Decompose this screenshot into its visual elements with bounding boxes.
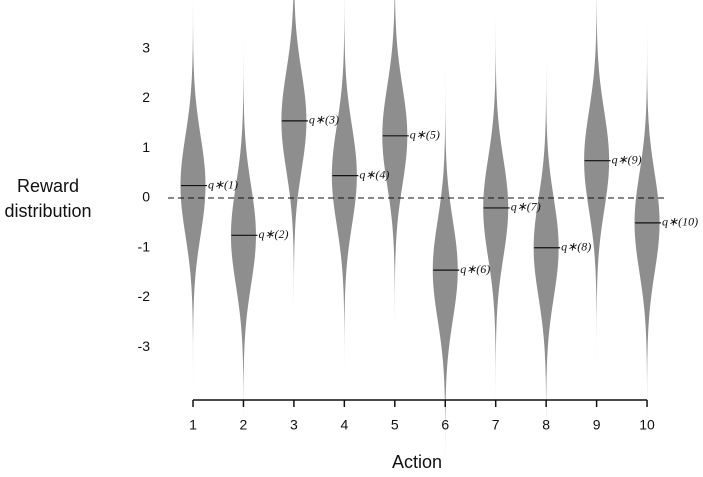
violin: [382, 0, 408, 335]
violin: [331, 0, 357, 375]
y-tick-label: 2: [142, 89, 150, 105]
mean-label: q∗(8): [561, 240, 591, 254]
mean-label: q∗(9): [612, 152, 642, 166]
y-axis-label: Reward distribution: [4, 176, 92, 221]
y-tick-label: 1: [142, 139, 150, 155]
mean-label: q∗(5): [410, 128, 440, 142]
x-tick-label: 1: [189, 417, 197, 433]
x-tick-label: 5: [391, 417, 399, 433]
y-tick-label: -1: [138, 238, 151, 254]
x-tick-label: 8: [542, 417, 550, 433]
mean-label: q∗(7): [511, 200, 541, 214]
x-tick-label: 9: [593, 417, 601, 433]
x-tick-label: 10: [639, 417, 655, 433]
violin: [281, 0, 307, 320]
x-axis-label: Action: [392, 452, 442, 472]
y-tick-label: 3: [142, 39, 150, 55]
violin: [180, 0, 206, 385]
mean-label: q∗(4): [359, 167, 389, 181]
mean-label: q∗(6): [460, 262, 490, 276]
y-tick-label: -2: [138, 288, 151, 304]
mean-label: q∗(3): [309, 113, 339, 127]
y-tick-label: -3: [138, 338, 151, 354]
mean-label: q∗(1): [208, 177, 238, 191]
y-tick-label: 0: [142, 189, 150, 205]
x-tick-label: 7: [492, 417, 500, 433]
x-tick-label: 3: [290, 417, 298, 433]
x-tick-label: 4: [340, 417, 348, 433]
mean-label: q∗(2): [258, 227, 288, 241]
violin: [584, 0, 610, 360]
mean-label: q∗(10): [662, 215, 698, 229]
x-tick-label: 2: [240, 417, 248, 433]
x-tick-label: 6: [441, 417, 449, 433]
